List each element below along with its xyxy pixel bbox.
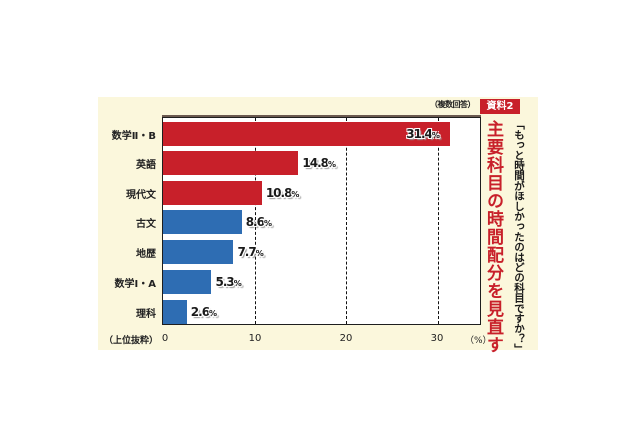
category-label: 古文 <box>136 219 156 230</box>
value-number: 8.6 <box>245 215 265 229</box>
value-number: 7.7 <box>237 245 256 259</box>
category-label: 現代文 <box>126 190 156 201</box>
x-axis-note: （上位抜粋） <box>104 336 159 346</box>
category-label: 数学Ⅱ・B <box>111 131 156 142</box>
x-tick-20: 20 <box>339 333 353 344</box>
bar <box>163 270 212 294</box>
value-percent-sign: % <box>209 309 217 318</box>
figure-badge: 資料2 <box>480 99 520 114</box>
value-percent-sign: % <box>255 249 264 258</box>
bar <box>163 151 299 175</box>
plot-top-border <box>162 115 481 118</box>
value-number: 5.3 <box>215 275 234 289</box>
x-tick-0: 0 <box>161 333 169 344</box>
value-percent-sign: % <box>328 160 336 169</box>
category-label: 数学Ⅰ・A <box>114 279 156 290</box>
x-axis-unit: （%） <box>465 336 492 346</box>
bar <box>163 240 234 264</box>
category-label: 地歴 <box>136 249 156 260</box>
bar <box>163 300 187 324</box>
bar-value-label: 31.4% <box>406 127 440 141</box>
x-tick-10: 10 <box>248 333 262 344</box>
chart-subtitle: 「もっと時間がほしかったのはどの科目ですか？」 <box>513 119 525 354</box>
bar <box>163 181 262 205</box>
bar-value-label: 7.7% <box>237 245 264 259</box>
gridline-30 <box>437 118 439 324</box>
x-tick-30: 30 <box>430 333 444 344</box>
value-percent-sign: % <box>291 190 299 199</box>
category-label: 英語 <box>136 160 156 171</box>
value-percent-sign: % <box>431 131 440 140</box>
multiple-answer-note: （複数回答） <box>430 100 476 109</box>
bar-value-label: 5.3% <box>215 275 242 289</box>
value-number: 2.6 <box>190 305 210 319</box>
bar-value-label: 14.8% <box>302 156 336 170</box>
gridline-20 <box>346 118 347 324</box>
chart-title: 主要科目の時間配分を見直す <box>483 120 503 354</box>
bar-value-label: 2.6% <box>190 305 217 319</box>
category-label: 理科 <box>136 309 156 320</box>
bar <box>163 122 451 146</box>
value-number: 14.8 <box>302 156 329 170</box>
value-percent-sign: % <box>263 219 272 228</box>
value-number: 10.8 <box>265 186 293 200</box>
value-number: 31.4 <box>406 127 433 141</box>
value-percent-sign: % <box>233 279 242 288</box>
bar-value-label: 10.8% <box>265 186 300 200</box>
bar-value-label: 8.6% <box>245 215 272 229</box>
bar <box>163 210 242 234</box>
plot-area: 31.4% 14.8% 10.8% 8.6% 7.7% 5.3% 2.6% <box>162 117 481 325</box>
gridline-10 <box>254 118 256 324</box>
